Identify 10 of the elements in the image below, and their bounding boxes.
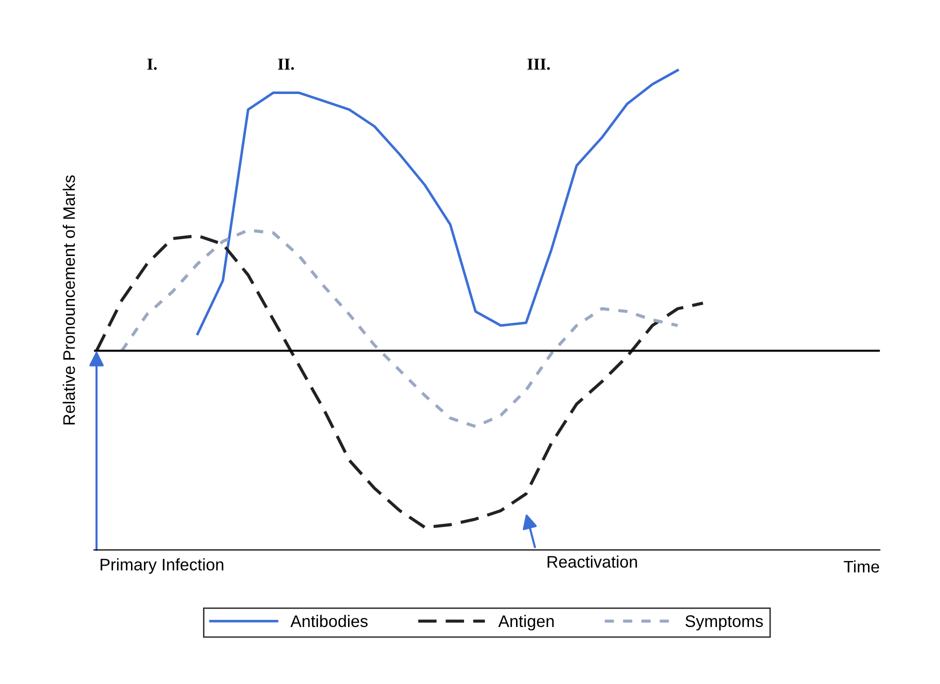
legend-label: Antibodies [290, 614, 368, 628]
text: I. [147, 58, 157, 70]
legend-label: Antigen [498, 614, 554, 630]
legend-label: Symptoms [685, 615, 763, 630]
x-axis-title: Time [844, 560, 880, 573]
text: Primary Infection [100, 558, 224, 574]
y-axis-title: Relative Pronouncement of Marks [62, 175, 75, 424]
text: III. [527, 58, 550, 70]
text: Reactivation [548, 555, 637, 568]
text: II. [278, 58, 294, 70]
